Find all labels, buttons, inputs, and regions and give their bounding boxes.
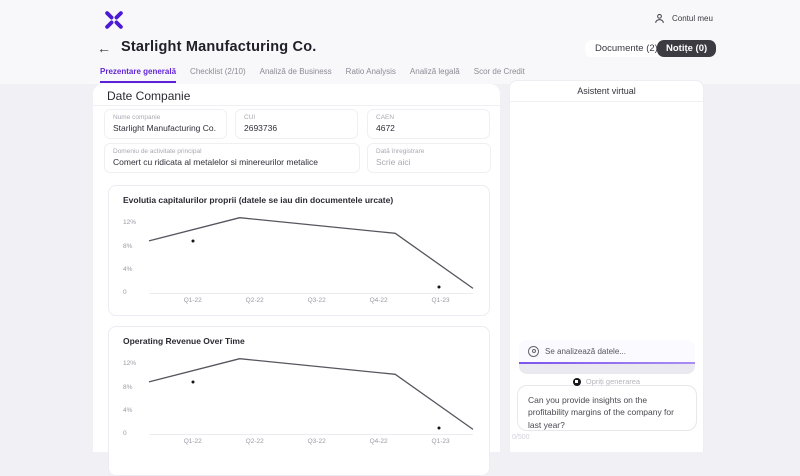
tab-ratio-analysis[interactable]: Ratio Analysis xyxy=(345,67,396,76)
x-axis-tick: Q4-22 xyxy=(369,438,388,445)
y-axis-tick: 0 xyxy=(123,430,127,437)
tab-analiza-de-business[interactable]: Analiză de Business xyxy=(259,67,332,76)
chart-title: Evolutia capitalurilor proprii (datele s… xyxy=(123,195,394,205)
equity-evolution-chart-card: Evolutia capitalurilor proprii (datele s… xyxy=(108,185,490,316)
assistant-panel-header: Asistent virtual xyxy=(509,80,704,102)
section-divider xyxy=(93,105,500,106)
tab-prezentare-generala[interactable]: Prezentare generală xyxy=(100,67,177,83)
char-counter: 0/500 xyxy=(512,434,530,441)
x-axis-tick: Q1-23 xyxy=(431,297,450,304)
tab-analiza-legala[interactable]: Analiză legală xyxy=(409,67,460,76)
line-chart-plot: Q1-22 Q2-22 Q3-22 Q4-22 Q1-23 xyxy=(149,209,473,304)
account-menu[interactable]: Contul meu xyxy=(653,12,713,25)
field-label: CAEN xyxy=(376,114,395,121)
x-axis-tick: Q1-22 xyxy=(183,297,202,304)
y-axis-tick: 12% xyxy=(123,360,137,368)
account-label: Contul meu xyxy=(672,14,713,23)
field-label: Dată înregistrare xyxy=(376,148,425,155)
y-axis-tick: 8% xyxy=(123,383,133,391)
field-value: Comert cu ridicata al metalelor si miner… xyxy=(113,157,319,167)
y-axis-tick: 4% xyxy=(123,406,133,414)
field-label: Nume companie xyxy=(113,114,161,121)
analysis-status-row: Se analizează datele... xyxy=(519,340,695,362)
registration-date-field[interactable]: Dată înregistrare Scrie aici xyxy=(367,143,491,173)
y-axis-tick: 4% xyxy=(123,265,133,273)
field-label: CUI xyxy=(244,114,256,121)
line-chart-plot: Q1-22 Q2-22 Q3-22 Q4-22 Q1-23 xyxy=(149,350,473,445)
brand-x-logo-icon xyxy=(105,11,123,29)
back-arrow-icon[interactable]: ← xyxy=(97,40,111,56)
analysis-status-footer xyxy=(519,364,695,374)
notes-button[interactable]: Notițe (0) xyxy=(657,40,717,57)
x-axis-tick: Q2-22 xyxy=(245,438,264,445)
tab-bar: Prezentare generală Checklist (2/10) Ana… xyxy=(100,67,525,83)
analysis-progress-bar xyxy=(519,362,695,364)
stop-generation-button[interactable]: Opriți generarea xyxy=(509,377,704,386)
data-point-marker xyxy=(437,285,441,289)
x-axis-tick: Q4-22 xyxy=(369,297,388,304)
x-axis-tick: Q3-22 xyxy=(307,438,326,445)
chart-title: Operating Revenue Over Time xyxy=(123,336,245,346)
x-axis-tick: Q1-23 xyxy=(431,438,450,445)
assistant-panel-title: Asistent virtual xyxy=(577,85,636,96)
documents-button[interactable]: Documente (2) xyxy=(585,40,668,57)
chat-input[interactable]: Can you provide insights on the profitab… xyxy=(528,395,674,430)
chart-area: Q1-22 Q2-22 Q3-22 Q4-22 Q1-23 12% 8% 4% 0 xyxy=(123,348,477,448)
data-point-marker xyxy=(437,426,441,430)
data-point-marker xyxy=(191,239,195,243)
stop-icon xyxy=(572,377,581,386)
operating-revenue-chart-card: Operating Revenue Over Time Q1-22 Q2-22 Q3… xyxy=(108,326,490,476)
field-value: 2693736 xyxy=(244,123,278,133)
target-icon xyxy=(528,345,539,357)
tab-scor-de-credit[interactable]: Scor de Credit xyxy=(473,67,525,76)
y-axis-tick: 12% xyxy=(123,219,137,227)
x-axis-tick: Q2-22 xyxy=(245,297,264,304)
person-icon xyxy=(655,14,664,23)
chat-input-card: Can you provide insights on the profitab… xyxy=(517,385,697,431)
tab-checklist[interactable]: Checklist (2/10) xyxy=(190,67,246,76)
page-title: Starlight Manufacturing Co. xyxy=(121,39,317,55)
activity-domain-field[interactable]: Domeniu de activitate principal Comert c… xyxy=(104,143,360,173)
analysis-status-text: Se analizează datele... xyxy=(545,346,626,356)
field-value: 4672 xyxy=(376,123,395,133)
field-value: Starlight Manufacturing Co. xyxy=(113,123,216,133)
chart-area: Q1-22 Q2-22 Q3-22 Q4-22 Q1-23 12% 8% 4% 0 xyxy=(123,207,477,307)
y-axis-tick: 0 xyxy=(123,289,127,296)
x-axis-tick: Q3-22 xyxy=(307,297,326,304)
data-point-marker xyxy=(191,380,195,384)
x-axis-tick: Q1-22 xyxy=(183,438,202,445)
company-name-field[interactable]: Nume companie Starlight Manufacturing Co… xyxy=(104,109,227,139)
company-section-title: Date Companie xyxy=(107,89,191,103)
field-label: Domeniu de activitate principal xyxy=(113,148,202,155)
stop-generation-label: Opriți generarea xyxy=(585,377,641,386)
y-axis-tick: 8% xyxy=(123,242,133,250)
caen-field[interactable]: CAEN 4672 xyxy=(367,109,490,139)
cui-field[interactable]: CUI 2693736 xyxy=(235,109,358,139)
brand-x-logo[interactable] xyxy=(103,9,125,31)
analysis-status-box: Se analizează datele... xyxy=(519,340,695,374)
field-placeholder: Scrie aici xyxy=(376,157,411,167)
